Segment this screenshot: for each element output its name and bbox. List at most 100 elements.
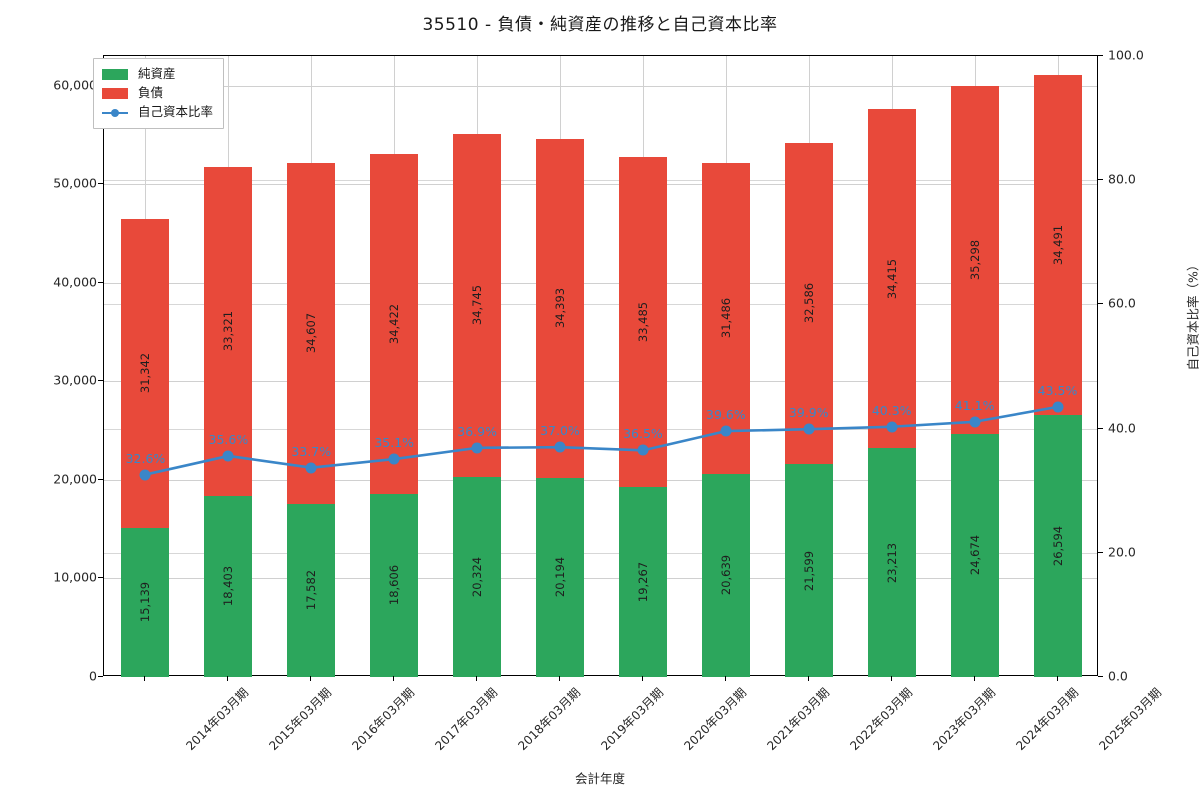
secondary-y-axis-tick-mark xyxy=(1098,551,1103,553)
gridline xyxy=(104,578,1097,580)
secondary-y-axis-tick-mark xyxy=(1098,427,1103,429)
x-axis-category-label: 2015年03月期 xyxy=(266,685,335,754)
x-axis-tick-mark xyxy=(310,676,312,681)
ratio-value-label: 32.6% xyxy=(125,450,166,466)
bar-segment-equity[interactable]: 15,139 xyxy=(121,527,170,677)
bar-segment-equity[interactable]: 21,599 xyxy=(784,464,833,677)
bar-segment-liabilities[interactable]: 35,298 xyxy=(950,85,999,434)
ratio-data-point[interactable] xyxy=(471,442,483,454)
gridline-secondary xyxy=(104,428,1097,430)
secondary-y-axis-tick-label: 100.0 xyxy=(1108,47,1144,63)
legend-item[interactable]: 負債 xyxy=(102,84,213,103)
x-axis-tick-mark xyxy=(393,676,395,681)
y-axis-tick-mark xyxy=(98,183,103,185)
x-axis-tick-mark xyxy=(807,676,809,681)
ratio-value-label: 40.3% xyxy=(871,402,912,418)
y-axis-tick-mark xyxy=(98,478,103,480)
x-axis-category-label: 2025年03月期 xyxy=(1095,685,1164,754)
bar-segment-equity[interactable]: 19,267 xyxy=(618,487,667,677)
ratio-data-point[interactable] xyxy=(969,416,981,428)
bar-segment-liabilities[interactable]: 34,491 xyxy=(1033,74,1082,415)
x-axis-category-label: 2020年03月期 xyxy=(681,685,750,754)
legend-swatch-icon xyxy=(102,88,128,99)
ratio-value-label: 33.7% xyxy=(291,443,332,459)
x-axis-category-label: 2014年03月期 xyxy=(183,685,252,754)
secondary-y-axis-tick-label: 80.0 xyxy=(1108,171,1136,187)
gridline-secondary xyxy=(104,180,1097,182)
secondary-y-axis-tick-label: 0.0 xyxy=(1108,668,1128,684)
secondary-y-axis-tick-label: 40.0 xyxy=(1108,420,1136,436)
x-axis-tick-mark xyxy=(1056,676,1058,681)
bar-segment-equity[interactable]: 20,324 xyxy=(453,476,502,677)
bar-segment-liabilities[interactable]: 32,586 xyxy=(784,142,833,465)
bar-segment-equity[interactable]: 18,606 xyxy=(370,493,419,677)
y-axis-tick-mark xyxy=(98,577,103,579)
ratio-data-point[interactable] xyxy=(637,444,649,456)
y-axis-tick-label: 0 xyxy=(89,668,97,684)
y-axis-tick-mark xyxy=(98,281,103,283)
y-axis-tick-mark xyxy=(98,676,103,677)
ratio-line-series xyxy=(145,405,1058,476)
bar-segment-liabilities[interactable]: 34,745 xyxy=(453,134,502,477)
bar-segment-equity[interactable]: 17,582 xyxy=(287,503,336,677)
bar-segment-equity[interactable]: 18,403 xyxy=(204,495,253,677)
ratio-value-label: 35.1% xyxy=(374,435,415,451)
legend-item[interactable]: 純資産 xyxy=(102,65,213,84)
y-axis-tick-label: 30,000 xyxy=(53,372,97,388)
ratio-value-label: 39.6% xyxy=(706,407,746,423)
secondary-y-axis-tick-mark xyxy=(1098,303,1103,305)
bar-segment-liabilities[interactable]: 34,607 xyxy=(287,162,336,504)
secondary-y-axis-label: 自己資本比率（%） xyxy=(1185,258,1200,371)
ratio-value-label: 41.1% xyxy=(954,397,995,413)
ratio-data-point[interactable] xyxy=(886,421,898,433)
ratio-line-path xyxy=(145,405,1058,476)
plot-area: 15,139 31,342 18,403 33,321 17,582 34,607 18,6… xyxy=(103,55,1098,677)
bar-segment-liabilities[interactable]: 34,415 xyxy=(867,108,916,449)
x-axis-category-label: 2016年03月期 xyxy=(349,685,418,754)
secondary-y-axis-tick-mark xyxy=(1098,179,1103,181)
bar-segment-equity[interactable]: 26,594 xyxy=(1033,414,1082,677)
bar-segment-equity[interactable]: 20,639 xyxy=(701,473,750,677)
gridline-secondary xyxy=(104,552,1097,554)
bar-segment-equity[interactable]: 20,194 xyxy=(536,477,585,677)
ratio-value-label: 37.0% xyxy=(540,423,580,439)
ratio-data-point[interactable] xyxy=(222,450,234,462)
secondary-y-axis-tick-label: 20.0 xyxy=(1108,544,1136,560)
ratio-value-label: 35.6% xyxy=(208,431,249,447)
legend-item-label: 負債 xyxy=(138,85,164,101)
bar-segment-liabilities[interactable]: 33,321 xyxy=(204,167,253,496)
x-axis-tick-mark xyxy=(890,676,892,681)
x-axis-tick-mark xyxy=(227,676,229,681)
gridline xyxy=(104,282,1097,284)
bar-segment-equity[interactable]: 24,674 xyxy=(950,433,999,677)
bar-segment-liabilities[interactable]: 34,422 xyxy=(370,154,419,494)
bar-segment-liabilities[interactable]: 31,486 xyxy=(701,163,750,474)
gridline-secondary xyxy=(104,304,1097,306)
x-axis-tick-mark xyxy=(476,676,478,681)
chart-title: 35510 - 負債・純資産の推移と自己資本比率 xyxy=(422,15,778,35)
legend-item-label: 自己資本比率 xyxy=(138,104,214,120)
x-axis-tick-mark xyxy=(973,676,975,681)
ratio-data-point[interactable] xyxy=(139,469,151,481)
ratio-data-point[interactable] xyxy=(720,425,732,437)
ratio-value-label: 36.5% xyxy=(623,426,663,442)
x-axis-category-label: 2021年03月期 xyxy=(764,685,833,754)
bar-segment-liabilities[interactable]: 33,485 xyxy=(618,157,667,488)
legend-item[interactable]: 自己資本比率 xyxy=(102,103,213,122)
x-axis-category-label: 2023年03月期 xyxy=(930,685,998,754)
y-axis-tick-label: 10,000 xyxy=(53,569,97,585)
x-axis-tick-mark xyxy=(724,676,726,681)
ratio-data-point[interactable] xyxy=(803,423,815,435)
ratio-data-point[interactable] xyxy=(388,453,400,465)
legend-line-icon xyxy=(102,107,128,118)
ratio-data-point[interactable] xyxy=(305,462,317,474)
bar-segment-equity[interactable]: 23,213 xyxy=(867,448,916,677)
x-axis-category-label: 2017年03月期 xyxy=(432,685,501,754)
ratio-data-point[interactable] xyxy=(554,441,566,453)
ratio-data-point[interactable] xyxy=(1052,401,1064,413)
ratio-value-label: 39.9% xyxy=(788,405,829,421)
secondary-y-axis-tick-label: 60.0 xyxy=(1108,295,1136,311)
chart-legend: 純資産 負債自己資本比率 xyxy=(93,58,225,129)
y-axis-tick-mark xyxy=(98,380,103,382)
bar-segment-liabilities[interactable]: 34,393 xyxy=(536,138,585,478)
